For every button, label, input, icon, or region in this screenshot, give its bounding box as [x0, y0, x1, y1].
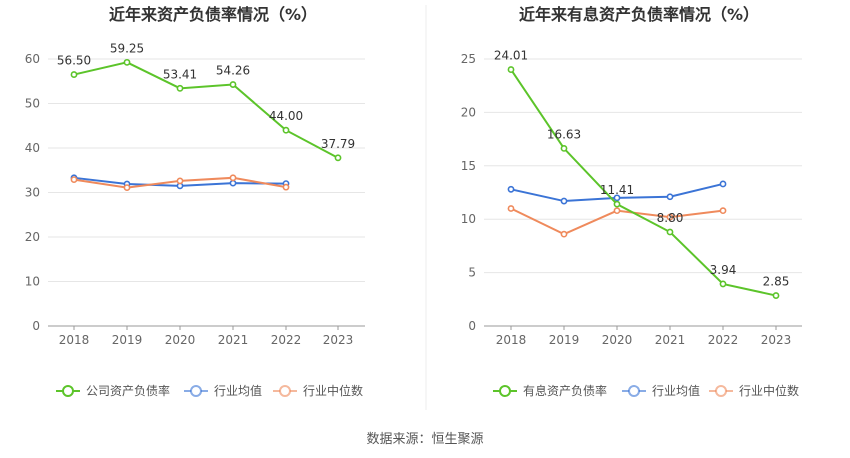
y-tick-label: 5: [468, 266, 476, 280]
data-point: [282, 126, 290, 134]
chart-panel-2: 近年来有息资产负债率情况（%） 0 5 10 15 20 25 2018 2019 2020 202…: [461, 5, 802, 398]
data-label: 56.50: [57, 54, 91, 68]
legend-label: 行业中位数: [303, 383, 363, 398]
data-point: [176, 177, 184, 185]
x-tick-label: 2022: [708, 333, 739, 347]
data-point: [613, 200, 621, 208]
data-label: 2.85: [763, 275, 790, 289]
data-point: [229, 179, 237, 187]
series-line: [510, 69, 777, 297]
x-tick-label: 2021: [655, 333, 686, 347]
y-tick-label: 15: [461, 159, 476, 173]
data-point: [70, 176, 78, 183]
x-tick-label: 2018: [496, 333, 527, 347]
legend-swatch-marker: [628, 385, 640, 397]
source-note: 数据来源：恒生聚源: [366, 432, 484, 447]
data-point: [719, 207, 727, 215]
data-point: [719, 280, 727, 288]
data-label: 8.80: [657, 211, 684, 225]
data-label: 59.25: [110, 41, 144, 55]
data-label: 44.00: [269, 109, 303, 123]
y-tick-label: 30: [25, 186, 40, 200]
chart-title: 近年来有息资产负债率情况（%）: [519, 5, 759, 24]
x-tick-label: 2021: [218, 333, 249, 347]
data-point: [282, 183, 290, 191]
legend-swatch-marker: [499, 385, 511, 397]
legend-swatch-marker: [715, 385, 727, 397]
data-point: [666, 193, 674, 201]
series-line: [73, 61, 339, 159]
legend-swatch-marker: [279, 385, 291, 397]
data-point: [560, 230, 568, 238]
data-point: [176, 84, 184, 92]
data-point: [719, 180, 727, 188]
data-point: [560, 144, 568, 152]
data-point: [70, 71, 78, 78]
data-point: [613, 194, 621, 202]
y-tick-label: 25: [461, 52, 476, 66]
x-tick-label: 2020: [602, 333, 633, 347]
data-point: [560, 197, 568, 205]
data-point: [334, 154, 342, 162]
data-point: [229, 174, 237, 182]
legend-label: 行业均值: [214, 383, 262, 398]
legend-label: 有息资产负债率: [523, 383, 607, 398]
legend-swatch-marker: [62, 385, 74, 397]
chart-panel-1: 近年来资产负债率情况（%） 0 10 20 30 40 50 60 2018 2019 2020 20…: [25, 5, 365, 398]
x-tick-label: 2020: [165, 333, 196, 347]
data-point: [507, 185, 515, 193]
data-label: 53.41: [163, 67, 197, 81]
legend-label: 行业中位数: [739, 383, 799, 398]
data-label: 11.41: [600, 183, 634, 197]
y-tick-label: 0: [32, 319, 40, 333]
data-point: [507, 205, 515, 212]
y-tick-label: 40: [25, 141, 40, 155]
data-point: [507, 66, 515, 73]
x-tick-label: 2018: [59, 333, 90, 347]
x-tick-label: 2023: [323, 333, 354, 347]
data-label: 54.26: [216, 64, 250, 78]
y-tick-label: 10: [25, 275, 40, 289]
legend-swatch-marker: [190, 385, 202, 397]
chart-title: 近年来资产负债率情况（%）: [109, 5, 317, 24]
data-label: 16.63: [547, 127, 581, 141]
data-point: [613, 207, 621, 215]
data-label: 24.01: [494, 49, 528, 63]
y-tick-label: 60: [25, 52, 40, 66]
data-point: [123, 58, 131, 66]
x-tick-label: 2019: [549, 333, 580, 347]
y-tick-label: 10: [461, 212, 476, 226]
data-point: [229, 81, 237, 88]
legend-label: 行业均值: [652, 383, 700, 398]
x-tick-label: 2022: [271, 333, 302, 347]
y-tick-label: 50: [25, 97, 40, 111]
legend-label: 公司资产负债率: [86, 383, 170, 398]
data-point: [666, 213, 674, 221]
data-point: [666, 228, 674, 236]
y-tick-label: 20: [25, 230, 40, 244]
data-point: [772, 292, 780, 299]
y-tick-label: 0: [468, 319, 476, 333]
x-tick-label: 2023: [761, 333, 792, 347]
x-tick-label: 2019: [112, 333, 143, 347]
data-label: 37.79: [321, 137, 355, 151]
data-label: 3.94: [710, 263, 737, 277]
data-point: [123, 184, 131, 192]
y-tick-label: 20: [461, 105, 476, 119]
